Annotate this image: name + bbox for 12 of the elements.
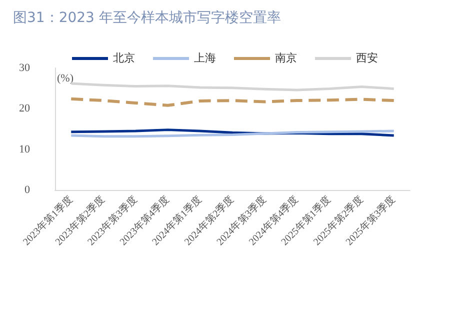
- line-series: [70, 97, 396, 107]
- y-axis-title: (%): [57, 72, 74, 84]
- y-tick-label: 0: [24, 184, 30, 196]
- legend-label: 南京: [275, 52, 297, 64]
- line-series: [70, 82, 396, 92]
- legend-label: 北京: [113, 52, 135, 64]
- y-tick-label: 20: [19, 102, 30, 115]
- y-tick-label: 10: [19, 143, 30, 156]
- chart-title: 图31：2023 年至今样本城市写字楼空置率: [13, 10, 281, 26]
- legend-label: 上海: [194, 52, 216, 64]
- legend-label: 西安: [356, 52, 378, 64]
- y-tick-label: 30: [19, 62, 30, 74]
